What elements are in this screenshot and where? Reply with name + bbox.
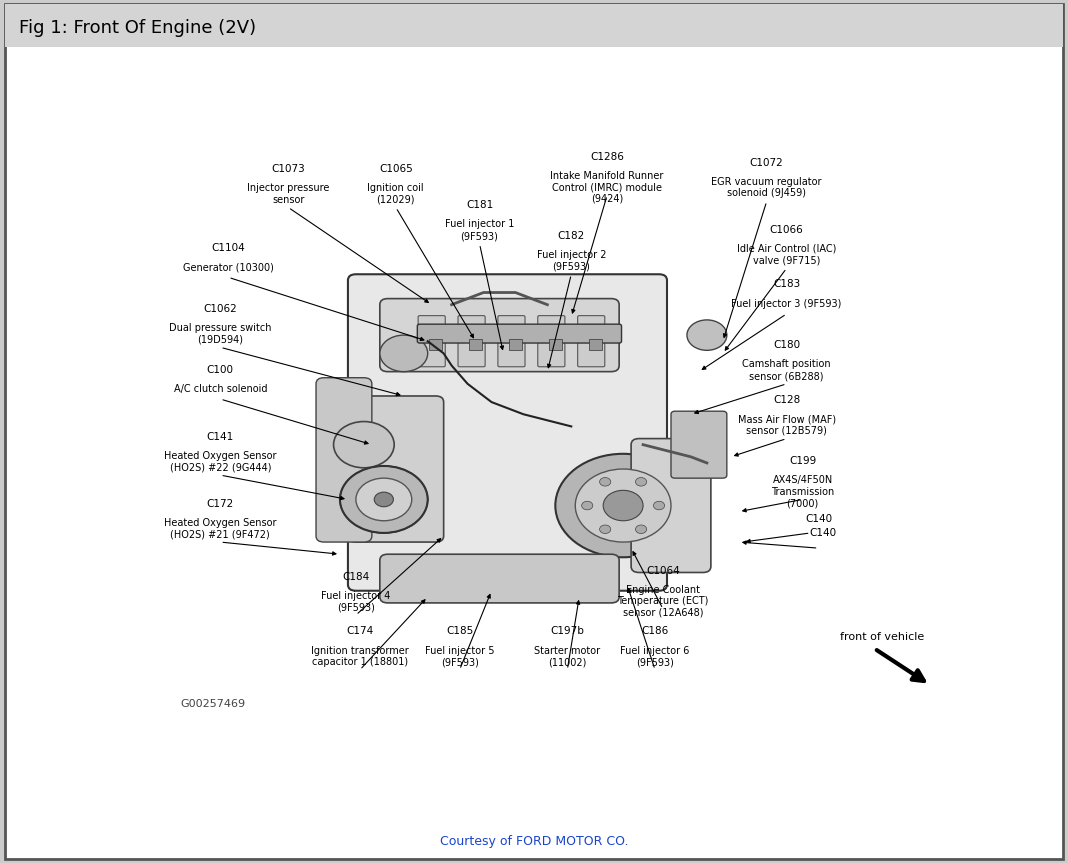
Text: Engine Coolant
Temperature (ECT)
sensor (12A648): Engine Coolant Temperature (ECT) sensor … [617, 584, 709, 618]
Circle shape [356, 478, 412, 520]
FancyBboxPatch shape [498, 316, 525, 367]
FancyBboxPatch shape [631, 438, 711, 572]
Text: Ignition coil
(12029): Ignition coil (12029) [367, 183, 424, 205]
FancyBboxPatch shape [316, 378, 372, 542]
Text: Fuel injector 5
(9F593): Fuel injector 5 (9F593) [425, 646, 494, 667]
Text: Dual pressure switch
(19D594): Dual pressure switch (19D594) [169, 323, 271, 344]
Circle shape [374, 492, 393, 507]
Circle shape [555, 454, 691, 557]
Text: Intake Manifold Runner
Control (IMRC) module
(9424): Intake Manifold Runner Control (IMRC) mo… [550, 171, 664, 204]
Text: C172: C172 [207, 499, 234, 508]
Text: Fig 1: Front Of Engine (2V): Fig 1: Front Of Engine (2V) [19, 19, 256, 36]
Text: C1062: C1062 [203, 304, 237, 314]
Text: Fuel injector 4
(9F593): Fuel injector 4 (9F593) [321, 591, 391, 613]
Text: C185: C185 [446, 627, 473, 636]
Text: C186: C186 [642, 627, 669, 636]
Text: C182: C182 [557, 230, 585, 241]
Text: Heated Oxygen Sensor
(HO2S) #21 (9F472): Heated Oxygen Sensor (HO2S) #21 (9F472) [164, 518, 277, 539]
Text: C183: C183 [773, 280, 800, 289]
Text: EGR vacuum regulator
solenoid (9J459): EGR vacuum regulator solenoid (9J459) [711, 177, 822, 198]
Text: C140: C140 [808, 528, 836, 538]
Text: Camshaft position
sensor (6B288): Camshaft position sensor (6B288) [742, 360, 831, 381]
Circle shape [635, 525, 646, 533]
Text: C1286: C1286 [591, 152, 624, 161]
Text: C141: C141 [207, 432, 234, 442]
Text: Starter motor
(11002): Starter motor (11002) [534, 646, 600, 667]
FancyBboxPatch shape [578, 316, 604, 367]
Circle shape [582, 501, 593, 510]
Bar [549, 339, 562, 350]
FancyBboxPatch shape [671, 411, 727, 478]
Text: Mass Air Flow (MAF)
sensor (12B579): Mass Air Flow (MAF) sensor (12B579) [738, 414, 836, 436]
FancyBboxPatch shape [348, 396, 443, 542]
Circle shape [599, 525, 611, 533]
Bar [469, 339, 482, 350]
FancyBboxPatch shape [418, 324, 622, 343]
Circle shape [380, 335, 427, 372]
Circle shape [687, 320, 727, 350]
FancyBboxPatch shape [538, 316, 565, 367]
Circle shape [635, 477, 646, 486]
FancyBboxPatch shape [380, 299, 619, 372]
Text: Fuel injector 1
(9F593): Fuel injector 1 (9F593) [445, 219, 514, 241]
Circle shape [576, 469, 671, 542]
Text: Courtesy of FORD MOTOR CO.: Courtesy of FORD MOTOR CO. [440, 835, 628, 848]
Circle shape [333, 421, 394, 468]
Text: C197b: C197b [550, 627, 584, 636]
Text: front of vehicle: front of vehicle [841, 633, 925, 642]
Circle shape [603, 490, 643, 520]
Text: C174: C174 [346, 627, 374, 636]
Circle shape [340, 466, 427, 533]
Text: G00257469: G00257469 [180, 699, 246, 709]
Text: C1072: C1072 [750, 158, 784, 167]
Text: C100: C100 [207, 365, 234, 375]
FancyBboxPatch shape [458, 316, 485, 367]
Text: C1104: C1104 [211, 243, 246, 253]
Text: C1073: C1073 [271, 164, 305, 173]
Text: Idle Air Control (IAC)
valve (9F715): Idle Air Control (IAC) valve (9F715) [737, 244, 836, 266]
Text: Fuel injector 3 (9F593): Fuel injector 3 (9F593) [732, 299, 842, 309]
Text: Fuel injector 6
(9F593): Fuel injector 6 (9F593) [621, 646, 690, 667]
Text: C184: C184 [342, 571, 370, 582]
Text: Generator (10300): Generator (10300) [183, 262, 273, 272]
Text: Heated Oxygen Sensor
(HO2S) #22 (9G444): Heated Oxygen Sensor (HO2S) #22 (9G444) [164, 450, 277, 472]
Text: C199: C199 [789, 456, 816, 466]
Text: C180: C180 [773, 340, 800, 350]
Text: Ignition transformer
capacitor 1 (18801): Ignition transformer capacitor 1 (18801) [311, 646, 409, 667]
FancyBboxPatch shape [348, 274, 668, 591]
Text: C140: C140 [805, 513, 832, 524]
Text: C1064: C1064 [646, 565, 680, 576]
Bar [429, 339, 442, 350]
Text: C1065: C1065 [379, 164, 412, 173]
FancyBboxPatch shape [380, 554, 619, 603]
Text: A/C clutch solenoid: A/C clutch solenoid [173, 384, 267, 394]
Bar [588, 339, 601, 350]
Text: C181: C181 [466, 200, 493, 211]
Text: C1066: C1066 [770, 224, 803, 235]
Text: C128: C128 [773, 395, 800, 405]
Circle shape [654, 501, 664, 510]
Circle shape [599, 477, 611, 486]
FancyBboxPatch shape [419, 316, 445, 367]
Text: Injector pressure
sensor: Injector pressure sensor [247, 183, 329, 205]
Text: AX4S/4F50N
Transmission
(7000): AX4S/4F50N Transmission (7000) [771, 476, 834, 508]
Bar [509, 339, 522, 350]
Text: Fuel injector 2
(9F593): Fuel injector 2 (9F593) [536, 250, 606, 272]
